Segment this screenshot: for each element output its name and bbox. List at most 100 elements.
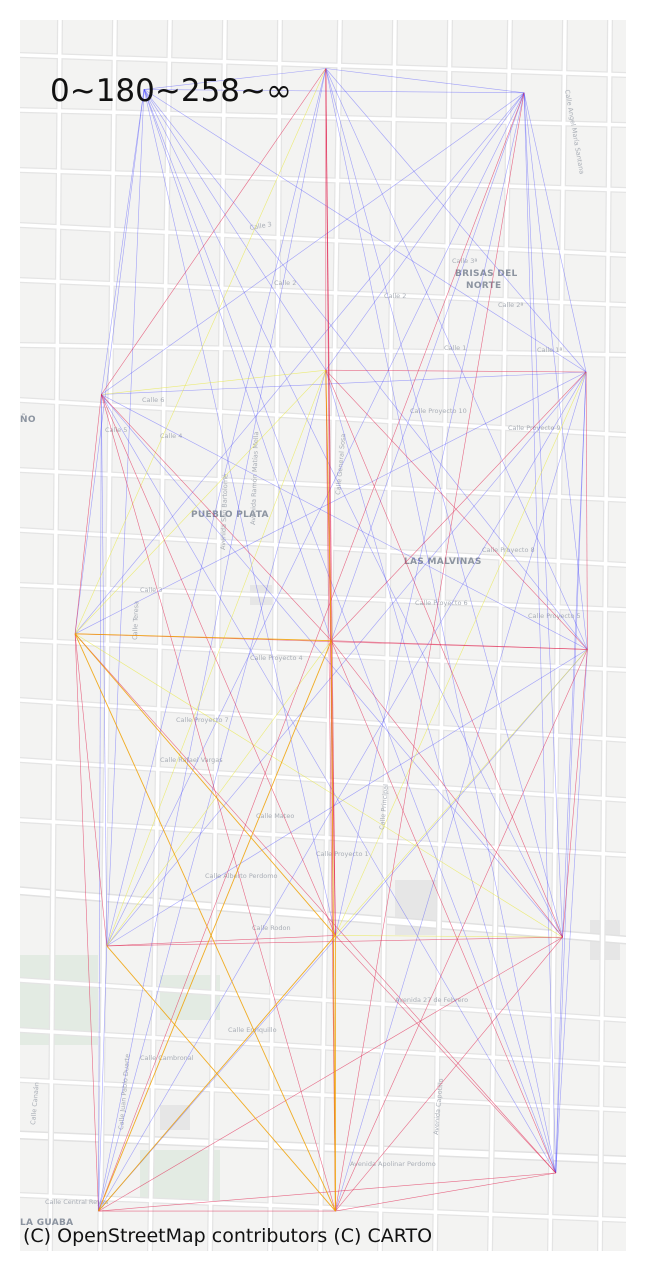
- street-label: Avenida 27 de Febrero: [395, 996, 468, 1004]
- network-edge-max: [330, 640, 336, 1212]
- network-edge-low: [98, 370, 327, 1212]
- street-label: Calle Proyecto 5: [528, 612, 581, 620]
- street-label: Calle 2: [384, 292, 406, 300]
- area-label: LA GUABA: [20, 1218, 73, 1228]
- network-edge-max: [325, 370, 332, 641]
- building-block: [160, 1105, 190, 1130]
- network-edge-high: [101, 394, 332, 641]
- area-label: LAS MALVINAS: [404, 557, 482, 567]
- network-edge-high: [101, 394, 336, 1212]
- street-label: Calle 4: [160, 432, 182, 440]
- network-edge-mid: [335, 649, 588, 936]
- street-label: Calle Proyecto 8: [482, 546, 535, 554]
- network-edge-mid: [74, 369, 327, 635]
- street-label: Calle Proyecto 1: [316, 850, 369, 858]
- network-edge-low: [101, 92, 525, 395]
- network-edge-high: [101, 394, 336, 936]
- network-edge-low: [101, 394, 563, 938]
- street-label: Calle Enriquillo: [228, 1026, 277, 1034]
- network-edge-low: [98, 649, 588, 1212]
- street-label: Calle 2ª: [498, 301, 523, 309]
- network-edge-low: [562, 371, 587, 938]
- network-edge-high: [331, 640, 563, 938]
- street-label: Calle Rafael Vargas: [160, 756, 223, 764]
- network-edge-low: [325, 92, 525, 371]
- network-edge-high: [331, 640, 588, 650]
- network-edge-max: [74, 633, 336, 1212]
- street-label: Calle 5: [105, 426, 127, 434]
- network-edge-low: [143, 89, 327, 371]
- network-edge-low: [325, 68, 525, 94]
- street-label: Calle Proyecto 10: [410, 407, 467, 415]
- basemap: BRISAS DEL NORTE PUEBLO PLATA LAS MALVIN…: [20, 20, 626, 1251]
- network-edge-high: [74, 633, 108, 946]
- network-edge-high: [325, 369, 587, 373]
- network-edge-low: [74, 92, 525, 634]
- network-edge-high: [335, 649, 588, 1212]
- network-edge-low: [335, 92, 525, 936]
- network-edge-low: [98, 371, 587, 1212]
- network-edge-low: [143, 89, 587, 373]
- network-edge-high: [101, 68, 327, 395]
- network-edge-low: [143, 89, 557, 1174]
- network-edge-low: [143, 89, 332, 641]
- network-edge-low: [325, 68, 557, 1174]
- street-label: Calle Alberto Perdomo: [205, 872, 278, 880]
- street-label: Calle Juan Pablo Duarte: [117, 1053, 132, 1130]
- legend-title: 0~180~258~∞: [50, 73, 292, 109]
- network-edge-low: [143, 89, 336, 936]
- network-edge-mid: [335, 371, 587, 936]
- network-edge-low: [101, 394, 588, 650]
- street-label: Calle Proyecto 9: [508, 424, 561, 432]
- network-edge-mid: [101, 369, 326, 395]
- network-edge-high: [335, 1172, 556, 1212]
- network-edge-low: [555, 937, 563, 1174]
- network-edge-low: [106, 371, 587, 947]
- street-label: Calle Central Reyes: [45, 1198, 109, 1206]
- network-edge-low: [101, 89, 145, 395]
- network-edge-high: [325, 68, 336, 936]
- network-edge-high: [331, 371, 587, 641]
- street-label: Calle Proyecto 7: [176, 716, 229, 724]
- street-label: Calle 6: [142, 396, 164, 404]
- street-label: Calle 3: [140, 586, 162, 594]
- area-label: PUEBLO PLATA: [191, 510, 269, 520]
- network-edge-low: [98, 394, 102, 1212]
- street-label: Calle 3ª: [452, 257, 477, 265]
- network-edge-low: [106, 649, 588, 947]
- network-edge-low: [555, 649, 588, 1174]
- network-edge-high: [325, 370, 336, 1212]
- network-edge-low: [335, 371, 587, 1212]
- street-label: Calle Rodon: [252, 924, 291, 932]
- network-edges: [74, 68, 588, 1212]
- network-edge-low: [325, 68, 587, 373]
- attribution: (C) OpenStreetMap contributors (C) CARTO: [23, 1225, 433, 1247]
- network-edge-low: [331, 92, 525, 641]
- map-frame[interactable]: BRISAS DEL NORTE PUEBLO PLATA LAS MALVIN…: [20, 20, 626, 1251]
- network-edge-max: [106, 945, 336, 1212]
- network-edge-high: [74, 633, 557, 1174]
- street-label: Avenida Apolinar Perdomo: [350, 1160, 436, 1168]
- network-edge-low: [325, 68, 588, 650]
- street-label: Calle 3: [249, 220, 272, 232]
- network-edge-low: [101, 394, 108, 946]
- network-edge-low: [325, 370, 557, 1174]
- network-edge-low: [143, 68, 326, 90]
- network-edge-max: [98, 640, 332, 1212]
- network-edge-high: [98, 92, 525, 1212]
- street-label: Calle Mateo: [256, 812, 294, 820]
- network-edge-low: [143, 89, 525, 94]
- network-edge-low: [98, 68, 327, 1212]
- network-edge-low: [523, 92, 563, 938]
- network-edge-max: [75, 633, 332, 642]
- network-edge-low: [106, 89, 145, 946]
- network-edge-low: [106, 68, 327, 946]
- network-edge-low: [101, 371, 587, 395]
- network-edge-high: [74, 394, 102, 634]
- network-edge-mid: [106, 640, 332, 947]
- network-edge-high: [106, 936, 563, 947]
- network-edge-high: [106, 935, 336, 947]
- street-label: Calle 1ª: [537, 346, 562, 354]
- network-edge-mid: [74, 68, 327, 634]
